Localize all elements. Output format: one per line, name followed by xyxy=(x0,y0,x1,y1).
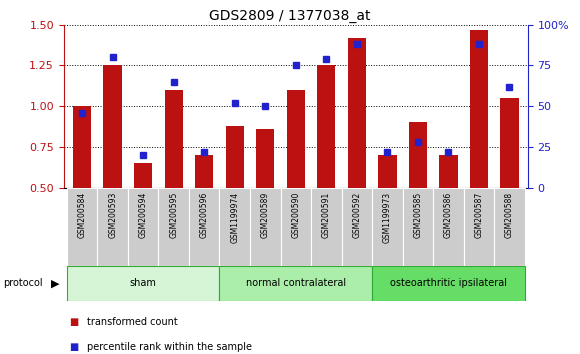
Bar xyxy=(347,38,366,188)
Bar xyxy=(372,188,403,266)
Text: GSM200596: GSM200596 xyxy=(200,192,209,238)
Bar xyxy=(433,188,463,266)
Bar xyxy=(195,155,213,188)
Bar xyxy=(287,90,305,188)
Bar xyxy=(219,266,372,301)
Text: GSM1199973: GSM1199973 xyxy=(383,192,392,242)
Text: GSM200585: GSM200585 xyxy=(414,192,422,238)
Text: GSM200587: GSM200587 xyxy=(474,192,484,238)
Text: protocol: protocol xyxy=(3,278,42,288)
Text: GSM200586: GSM200586 xyxy=(444,192,453,238)
Text: GSM200584: GSM200584 xyxy=(78,192,86,238)
Bar xyxy=(67,188,97,266)
Bar xyxy=(501,98,519,188)
Bar xyxy=(470,30,488,188)
Text: GDS2809 / 1377038_at: GDS2809 / 1377038_at xyxy=(209,9,371,23)
Text: GSM200594: GSM200594 xyxy=(139,192,148,238)
Bar xyxy=(372,266,525,301)
Text: osteoarthritic ipsilateral: osteoarthritic ipsilateral xyxy=(390,278,507,288)
Bar xyxy=(73,106,91,188)
Bar xyxy=(219,188,250,266)
Bar xyxy=(463,188,494,266)
Bar xyxy=(256,129,274,188)
Bar xyxy=(134,163,153,188)
Bar xyxy=(67,266,219,301)
Text: GSM200593: GSM200593 xyxy=(108,192,117,238)
Bar xyxy=(128,188,158,266)
Bar xyxy=(97,188,128,266)
Text: ■: ■ xyxy=(70,317,79,327)
Text: transformed count: transformed count xyxy=(87,317,177,327)
Text: GSM200588: GSM200588 xyxy=(505,192,514,238)
Bar xyxy=(311,188,342,266)
Bar xyxy=(317,65,335,188)
Bar xyxy=(409,122,427,188)
Bar xyxy=(403,188,433,266)
Bar xyxy=(378,155,397,188)
Text: GSM1199974: GSM1199974 xyxy=(230,192,239,242)
Text: GSM200591: GSM200591 xyxy=(322,192,331,238)
Bar xyxy=(494,188,525,266)
Bar xyxy=(439,155,458,188)
Bar xyxy=(165,90,183,188)
Text: sham: sham xyxy=(130,278,157,288)
Text: GSM200595: GSM200595 xyxy=(169,192,178,238)
Text: percentile rank within the sample: percentile rank within the sample xyxy=(87,342,252,352)
Text: GSM200589: GSM200589 xyxy=(261,192,270,238)
Text: ▶: ▶ xyxy=(51,278,60,288)
Text: GSM200590: GSM200590 xyxy=(291,192,300,238)
Bar xyxy=(250,188,281,266)
Bar xyxy=(158,188,189,266)
Bar xyxy=(103,65,122,188)
Bar xyxy=(281,188,311,266)
Bar xyxy=(189,188,219,266)
Bar xyxy=(342,188,372,266)
Text: GSM200592: GSM200592 xyxy=(353,192,361,238)
Bar xyxy=(226,126,244,188)
Text: normal contralateral: normal contralateral xyxy=(246,278,346,288)
Text: ■: ■ xyxy=(70,342,79,352)
